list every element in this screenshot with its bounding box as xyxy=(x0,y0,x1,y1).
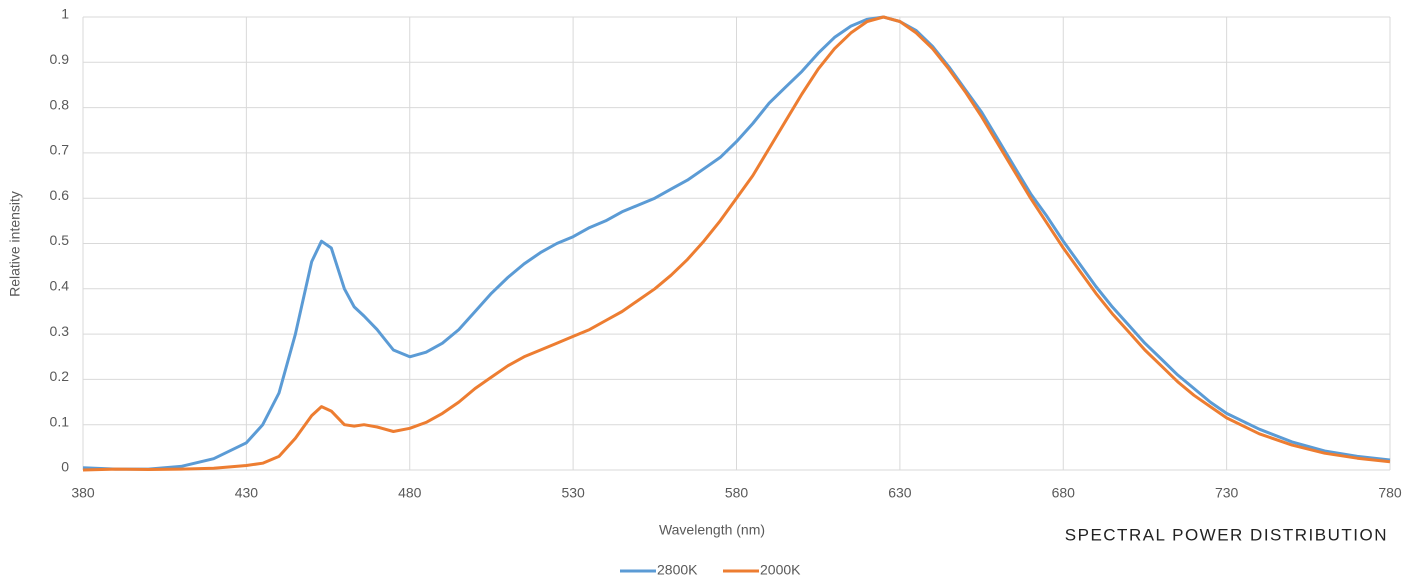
y-tick-label: 0.9 xyxy=(50,51,70,67)
y-tick-label: 1 xyxy=(61,6,69,22)
x-tick-label: 580 xyxy=(725,485,749,501)
x-tick-label: 730 xyxy=(1215,485,1239,501)
legend-label: 2000K xyxy=(760,562,801,578)
y-tick-label: 0.5 xyxy=(50,232,70,248)
y-tick-label: 0.1 xyxy=(50,413,70,429)
chart-title: SPECTRAL POWER DISTRIBUTION xyxy=(1065,525,1388,544)
x-tick-label: 680 xyxy=(1052,485,1076,501)
y-tick-label: 0.2 xyxy=(50,368,70,384)
legend-label: 2800K xyxy=(657,562,698,578)
line-series xyxy=(82,15,1391,472)
y-tick-label: 0.8 xyxy=(50,96,70,112)
x-tick-label: 480 xyxy=(398,485,422,501)
x-tick-label: 780 xyxy=(1378,485,1402,501)
x-tick-label: 430 xyxy=(235,485,259,501)
x-tick-label: 380 xyxy=(71,485,95,501)
y-tick-label: 0.6 xyxy=(50,187,70,203)
line-series xyxy=(82,15,1391,471)
x-tick-label: 630 xyxy=(888,485,912,501)
y-tick-label: 0.3 xyxy=(50,323,70,339)
y-axis-label: Relative intensity xyxy=(7,191,23,297)
y-tick-label: 0 xyxy=(61,459,69,475)
y-tick-label: 0.4 xyxy=(50,278,70,294)
y-tick-label: 0.7 xyxy=(50,142,70,158)
x-axis-label: Wavelength (nm) xyxy=(659,522,765,538)
x-tick-label: 530 xyxy=(561,485,585,501)
